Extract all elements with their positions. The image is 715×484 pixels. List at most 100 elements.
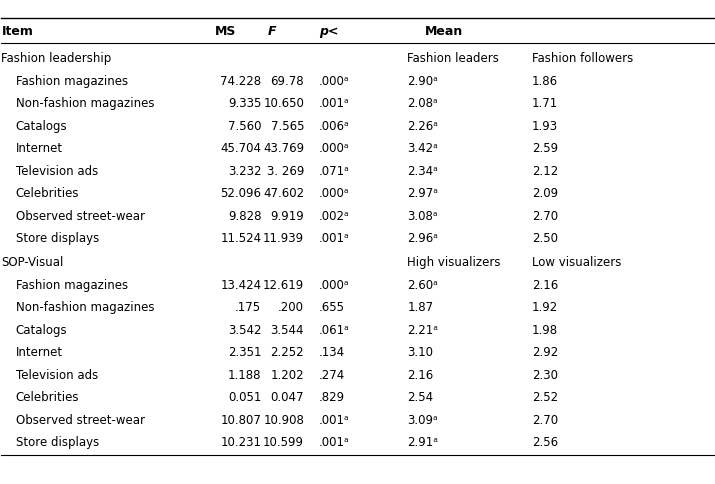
Text: Internet: Internet xyxy=(16,346,63,359)
Text: 10.807: 10.807 xyxy=(220,414,262,427)
Text: Store displays: Store displays xyxy=(16,437,99,449)
Text: 9.335: 9.335 xyxy=(228,97,262,110)
Text: .001ᵃ: .001ᵃ xyxy=(318,232,349,245)
Text: 12.619: 12.619 xyxy=(263,279,304,292)
Text: 1.87: 1.87 xyxy=(408,301,433,314)
Text: Low visualizers: Low visualizers xyxy=(532,256,621,269)
Text: 1.93: 1.93 xyxy=(532,120,558,133)
Text: 2.92: 2.92 xyxy=(532,346,558,359)
Text: 1.98: 1.98 xyxy=(532,324,558,337)
Text: p<: p< xyxy=(320,25,339,38)
Text: 2.16: 2.16 xyxy=(532,279,558,292)
Text: .006ᵃ: .006ᵃ xyxy=(318,120,349,133)
Text: .001ᵃ: .001ᵃ xyxy=(318,437,349,449)
Text: Non-fashion magazines: Non-fashion magazines xyxy=(16,301,154,314)
Text: 2.70: 2.70 xyxy=(532,210,558,223)
Text: Observed street-wear: Observed street-wear xyxy=(16,414,144,427)
Text: 2.54: 2.54 xyxy=(408,391,433,404)
Text: 10.650: 10.650 xyxy=(263,97,304,110)
Text: Celebrities: Celebrities xyxy=(16,391,79,404)
Text: 3.42ᵃ: 3.42ᵃ xyxy=(408,142,438,155)
Text: .071ᵃ: .071ᵃ xyxy=(318,165,349,178)
Text: Fashion followers: Fashion followers xyxy=(532,52,633,65)
Text: 0.051: 0.051 xyxy=(228,391,262,404)
Text: 2.16: 2.16 xyxy=(408,369,433,382)
Text: .829: .829 xyxy=(318,391,345,404)
Text: 2.96ᵃ: 2.96ᵃ xyxy=(408,232,438,245)
Text: 1.71: 1.71 xyxy=(532,97,558,110)
Text: .000ᵃ: .000ᵃ xyxy=(318,279,349,292)
Text: 2.50: 2.50 xyxy=(532,232,558,245)
Text: 52.096: 52.096 xyxy=(220,187,262,200)
Text: 3.08ᵃ: 3.08ᵃ xyxy=(408,210,438,223)
Text: 10.231: 10.231 xyxy=(220,437,262,449)
Text: 2.52: 2.52 xyxy=(532,391,558,404)
Text: Internet: Internet xyxy=(16,142,63,155)
Text: .001ᵃ: .001ᵃ xyxy=(318,414,349,427)
Text: .200: .200 xyxy=(278,301,304,314)
Text: 0.047: 0.047 xyxy=(270,391,304,404)
Text: .000ᵃ: .000ᵃ xyxy=(318,75,349,88)
Text: 3.09ᵃ: 3.09ᵃ xyxy=(408,414,438,427)
Text: 2.252: 2.252 xyxy=(270,346,304,359)
Text: High visualizers: High visualizers xyxy=(408,256,500,269)
Text: 3.232: 3.232 xyxy=(228,165,262,178)
Text: Item: Item xyxy=(1,25,34,38)
Text: Store displays: Store displays xyxy=(16,232,99,245)
Text: 11.939: 11.939 xyxy=(263,232,304,245)
Text: .002ᵃ: .002ᵃ xyxy=(318,210,349,223)
Text: .061ᵃ: .061ᵃ xyxy=(318,324,349,337)
Text: .655: .655 xyxy=(318,301,345,314)
Text: F: F xyxy=(268,25,276,38)
Text: Non-fashion magazines: Non-fashion magazines xyxy=(16,97,154,110)
Text: 2.351: 2.351 xyxy=(228,346,262,359)
Text: 2.12: 2.12 xyxy=(532,165,558,178)
Text: 1.86: 1.86 xyxy=(532,75,558,88)
Text: 2.60ᵃ: 2.60ᵃ xyxy=(408,279,438,292)
Text: 9.828: 9.828 xyxy=(228,210,262,223)
Text: 2.59: 2.59 xyxy=(532,142,558,155)
Text: Television ads: Television ads xyxy=(16,369,98,382)
Text: 9.919: 9.919 xyxy=(270,210,304,223)
Text: 1.188: 1.188 xyxy=(228,369,262,382)
Text: .001ᵃ: .001ᵃ xyxy=(318,97,349,110)
Text: 3.542: 3.542 xyxy=(228,324,262,337)
Text: 13.424: 13.424 xyxy=(220,279,262,292)
Text: 2.70: 2.70 xyxy=(532,414,558,427)
Text: Television ads: Television ads xyxy=(16,165,98,178)
Text: SOP-Visual: SOP-Visual xyxy=(1,256,64,269)
Text: Catalogs: Catalogs xyxy=(16,120,67,133)
Text: 3.10: 3.10 xyxy=(408,346,433,359)
Text: 3.544: 3.544 xyxy=(270,324,304,337)
Text: 2.09: 2.09 xyxy=(532,187,558,200)
Text: 74.228: 74.228 xyxy=(220,75,262,88)
Text: 11.524: 11.524 xyxy=(220,232,262,245)
Text: 10.599: 10.599 xyxy=(263,437,304,449)
Text: Observed street-wear: Observed street-wear xyxy=(16,210,144,223)
Text: 2.34ᵃ: 2.34ᵃ xyxy=(408,165,438,178)
Text: 2.30: 2.30 xyxy=(532,369,558,382)
Text: 47.602: 47.602 xyxy=(263,187,304,200)
Text: 7.560: 7.560 xyxy=(228,120,262,133)
Text: Celebrities: Celebrities xyxy=(16,187,79,200)
Text: 2.08ᵃ: 2.08ᵃ xyxy=(408,97,438,110)
Text: 10.908: 10.908 xyxy=(263,414,304,427)
Text: 7.565: 7.565 xyxy=(270,120,304,133)
Text: 2.90ᵃ: 2.90ᵃ xyxy=(408,75,438,88)
Text: 1.202: 1.202 xyxy=(270,369,304,382)
Text: .000ᵃ: .000ᵃ xyxy=(318,187,349,200)
Text: 1.92: 1.92 xyxy=(532,301,558,314)
Text: 2.97ᵃ: 2.97ᵃ xyxy=(408,187,438,200)
Text: Fashion magazines: Fashion magazines xyxy=(16,279,128,292)
Text: Fashion magazines: Fashion magazines xyxy=(16,75,128,88)
Text: 43.769: 43.769 xyxy=(263,142,304,155)
Text: .000ᵃ: .000ᵃ xyxy=(318,142,349,155)
Text: .134: .134 xyxy=(318,346,345,359)
Text: 2.91ᵃ: 2.91ᵃ xyxy=(408,437,438,449)
Text: Fashion leadership: Fashion leadership xyxy=(1,52,112,65)
Text: Fashion leaders: Fashion leaders xyxy=(408,52,499,65)
Text: 2.26ᵃ: 2.26ᵃ xyxy=(408,120,438,133)
Text: MS: MS xyxy=(215,25,237,38)
Text: .175: .175 xyxy=(235,301,262,314)
Text: 2.56: 2.56 xyxy=(532,437,558,449)
